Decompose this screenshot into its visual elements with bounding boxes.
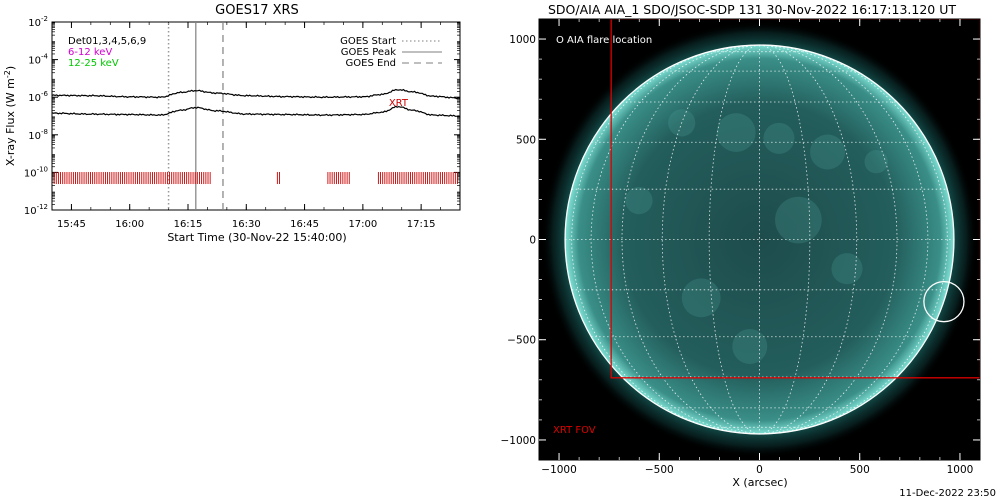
goes-legend-right-item: GOES Peak bbox=[341, 47, 396, 58]
aia-x-tick-label: −500 bbox=[645, 464, 674, 476]
goes-x-tick-label: 17:15 bbox=[407, 219, 436, 230]
aia-x-tick-label: 500 bbox=[850, 464, 870, 476]
active-region-patch bbox=[681, 278, 721, 318]
aia-x-tick-label: −1000 bbox=[541, 464, 577, 476]
goes-y-tick-label: 10-6 bbox=[28, 90, 48, 104]
solar-disk bbox=[565, 45, 954, 434]
aia-y-tick-label: 500 bbox=[516, 134, 536, 146]
goes-x-tick-label: 16:00 bbox=[115, 219, 144, 230]
goes-legend-right-item: GOES Start bbox=[340, 36, 396, 47]
active-region-patch bbox=[716, 113, 756, 153]
goes-y-tick-label: 10-4 bbox=[28, 53, 48, 67]
goes-y-tick-label: 10-2 bbox=[28, 15, 48, 29]
aia-image-panel: SDO/AIA AIA_1 SDO/JSOC-SDP 131 30-Nov-20… bbox=[500, 2, 981, 489]
aia-x-tick-label: 0 bbox=[756, 464, 763, 476]
goes-legend-left-item: Det01,3,4,5,6,9 bbox=[68, 36, 146, 47]
goes-x-tick-label: 16:45 bbox=[290, 219, 319, 230]
longitude-line bbox=[759, 44, 929, 435]
goes-flux-line-0 bbox=[51, 88, 461, 100]
goes-x-tick-label: 16:15 bbox=[174, 219, 203, 230]
xrt-coverage-ticks bbox=[53, 172, 458, 185]
xrt-fov-label: XRT FOV bbox=[553, 425, 596, 436]
goes-event-markers bbox=[167, 23, 224, 209]
goes-flux-line-1 bbox=[51, 105, 461, 117]
xrt-annotation: XRT bbox=[389, 98, 409, 109]
goes-y-tick-label: 10-10 bbox=[24, 165, 48, 179]
aia-image-title: SDO/AIA AIA_1 SDO/JSOC-SDP 131 30-Nov-20… bbox=[548, 2, 956, 17]
goes-x-axis-label: Start Time (30-Nov-22 15:40:00) bbox=[167, 231, 346, 244]
goes-plot-frame bbox=[51, 21, 461, 211]
goes-x-axis: 15:45 16:00 16:15 16:30 16:45 17:00 17:15 bbox=[51, 22, 461, 230]
aia-y-tick-label: 1000 bbox=[509, 34, 536, 46]
longitude-line bbox=[621, 44, 760, 435]
active-region-patch bbox=[775, 196, 822, 244]
longitude-line bbox=[708, 44, 760, 435]
heliographic-grid bbox=[565, 44, 954, 435]
flare-location-circle bbox=[923, 280, 965, 323]
goes-y-axis: 10-12 10-10 10-8 10-6 10-4 10-2 bbox=[24, 15, 460, 217]
goes-xrs-chart: GOES17 XRS 10-12 10-10 10-8 10-6 10-4 10-2 15… bbox=[3, 3, 461, 244]
longitude-line bbox=[759, 44, 811, 435]
goes-chart-title: GOES17 XRS bbox=[215, 3, 299, 18]
goes-legend-left-item: 6-12 keV bbox=[68, 47, 112, 58]
goes-y-tick-label: 10-12 bbox=[24, 203, 48, 217]
aia-x-axis-label: X (arcsec) bbox=[732, 476, 787, 489]
solar-limb bbox=[564, 44, 955, 435]
longitude-line bbox=[759, 44, 898, 435]
active-region-patch bbox=[763, 122, 795, 154]
goes-x-tick-label: 15:45 bbox=[57, 219, 86, 230]
active-region-patch bbox=[625, 187, 653, 215]
longitude-line bbox=[759, 44, 948, 435]
goes-x-tick-label: 17:00 bbox=[348, 219, 377, 230]
goes-y-axis-label: X-ray Flux (W m-2) bbox=[3, 66, 17, 166]
longitude-line bbox=[590, 44, 760, 435]
aia-y-tick-label: −1000 bbox=[500, 435, 536, 447]
active-region-patch bbox=[810, 134, 846, 170]
goes-x-tick-label: 16:30 bbox=[232, 219, 261, 230]
goes-legend-right-item: GOES End bbox=[346, 58, 396, 69]
aia-y-tick-label: 0 bbox=[529, 235, 536, 247]
aia-x-tick-label: 1000 bbox=[947, 464, 974, 476]
aia-x-axis: −1000 −500 0 500 1000 bbox=[541, 19, 973, 476]
active-region-patch bbox=[864, 150, 888, 174]
footer-timestamp: 11-Dec-2022 23:50 bbox=[899, 488, 996, 499]
aia-y-axis: −1000 −500 0 500 1000 bbox=[500, 34, 980, 447]
active-region-patch bbox=[831, 253, 863, 285]
aia-y-tick-label: −500 bbox=[507, 335, 536, 347]
aia-legend-flare-location: O AIA flare location bbox=[556, 35, 652, 46]
active-region-patch bbox=[732, 328, 768, 364]
xrt-fov-box bbox=[610, 19, 980, 379]
goes-series bbox=[51, 88, 461, 117]
longitude-line bbox=[571, 44, 760, 435]
goes-y-tick-label: 10-8 bbox=[28, 128, 48, 142]
goes-legend-left-item: 12-25 keV bbox=[68, 58, 119, 69]
